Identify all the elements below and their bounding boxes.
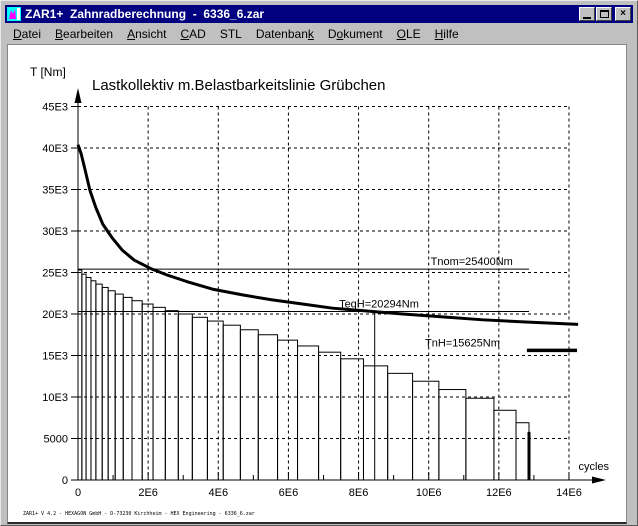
load-collective-chart: Tnom=25400Nm TeqH=20294Nm TnH=15625Nm 0 5000… xyxy=(30,65,609,499)
load-bar xyxy=(131,300,143,481)
minimize-button[interactable] xyxy=(579,7,595,21)
load-bar xyxy=(277,339,299,481)
y-tick-label: 10E3 xyxy=(42,392,68,404)
title-bar[interactable]: ZAR1+ Zahnradberechnung - 6336_6.zar × xyxy=(5,5,633,23)
load-bar xyxy=(191,316,208,481)
load-bar xyxy=(318,351,342,481)
load-bar xyxy=(493,409,517,481)
load-bar xyxy=(101,286,109,481)
load-bar xyxy=(164,310,179,481)
load-bar xyxy=(412,380,440,481)
load-bar xyxy=(340,358,364,481)
load-bar xyxy=(257,334,279,481)
app-icon xyxy=(7,7,21,21)
menu-item-stl[interactable]: STL xyxy=(219,26,242,41)
menu-item-dokument[interactable]: Dokument xyxy=(327,26,383,41)
x-tick-label: 8E6 xyxy=(349,487,369,499)
y-tick-label: 0 xyxy=(62,475,68,487)
load-bar xyxy=(141,303,154,481)
load-bar xyxy=(114,293,124,481)
load-bar xyxy=(222,324,241,481)
x-tick-label: 6E6 xyxy=(279,487,299,499)
maximize-button[interactable] xyxy=(596,7,612,21)
y-tick-label: 40E3 xyxy=(42,143,68,155)
y-axis-label: T [Nm] xyxy=(30,65,66,79)
y-tick-label: 15E3 xyxy=(42,351,68,363)
close-icon: × xyxy=(620,8,626,19)
tnh-label: TnH=15625Nm xyxy=(425,337,500,349)
x-tick-label: 0 xyxy=(75,487,81,499)
window-title: ZAR1+ Zahnradberechnung - 6336_6.zar xyxy=(25,7,265,21)
load-bar xyxy=(77,269,83,481)
load-bar xyxy=(297,345,320,481)
x-axis-arrow xyxy=(592,476,606,484)
load-bar xyxy=(438,389,467,481)
status-line: ZAR1+ V 4.2 - HEXAGON GmbH - D-73230 Kir… xyxy=(23,511,255,517)
chart-canvas: Tnom=25400Nm TeqH=20294Nm TnH=15625Nm 0 5000… xyxy=(7,44,627,524)
y-tick-label: 35E3 xyxy=(42,185,68,197)
load-bar xyxy=(152,306,166,481)
menu-item-ansicht[interactable]: Ansicht xyxy=(127,26,167,41)
y-tick-label: 20E3 xyxy=(42,309,68,321)
y-axis-arrow xyxy=(74,88,82,103)
x-axis-label: cycles xyxy=(578,461,609,473)
y-tick-label: 5000 xyxy=(44,434,68,446)
menu-item-cad[interactable]: CAD xyxy=(180,26,206,41)
menu-item-bearbeiten[interactable]: Bearbeiten xyxy=(55,26,114,41)
load-bar xyxy=(515,422,530,481)
load-bar xyxy=(85,276,92,481)
x-tick-label: 2E6 xyxy=(138,487,158,499)
y-tick-label: 30E3 xyxy=(42,226,68,238)
load-bar xyxy=(90,280,97,481)
chart-title: Lastkollektiv m.Belastbarkeitslinie Grüb… xyxy=(92,77,385,94)
x-tick-label: 10E6 xyxy=(416,487,442,499)
teqh-label: TeqH=20294Nm xyxy=(339,299,419,311)
tnom-label: Tnom=25400Nm xyxy=(431,256,513,268)
menu-item-ole[interactable]: OLE xyxy=(396,26,421,41)
menu-bar: Datei Bearbeiten Ansicht CAD STL Datenbank Dok… xyxy=(5,23,633,44)
load-bar xyxy=(107,290,116,481)
capacity-line xyxy=(76,144,579,326)
menu-item-hilfe[interactable]: Hilfe xyxy=(434,26,459,41)
close-button[interactable]: × xyxy=(615,7,631,21)
load-bar xyxy=(387,372,414,481)
load-bar xyxy=(122,296,133,481)
load-bar xyxy=(81,273,87,481)
load-bar xyxy=(239,329,259,481)
load-bar xyxy=(362,365,389,481)
maximize-icon xyxy=(599,10,609,18)
y-tick-label: 25E3 xyxy=(42,268,68,280)
x-tick-label: 14E6 xyxy=(556,487,582,499)
load-bar xyxy=(206,320,224,481)
menu-item-datenbank[interactable]: Datenbank xyxy=(255,26,314,41)
load-bar xyxy=(465,397,495,481)
menu-item-datei[interactable]: Datei xyxy=(13,26,42,41)
minimize-icon xyxy=(583,16,591,19)
x-tick-label: 4E6 xyxy=(208,487,228,499)
x-tick-label: 12E6 xyxy=(486,487,512,499)
y-tick-label: 45E3 xyxy=(42,102,68,114)
